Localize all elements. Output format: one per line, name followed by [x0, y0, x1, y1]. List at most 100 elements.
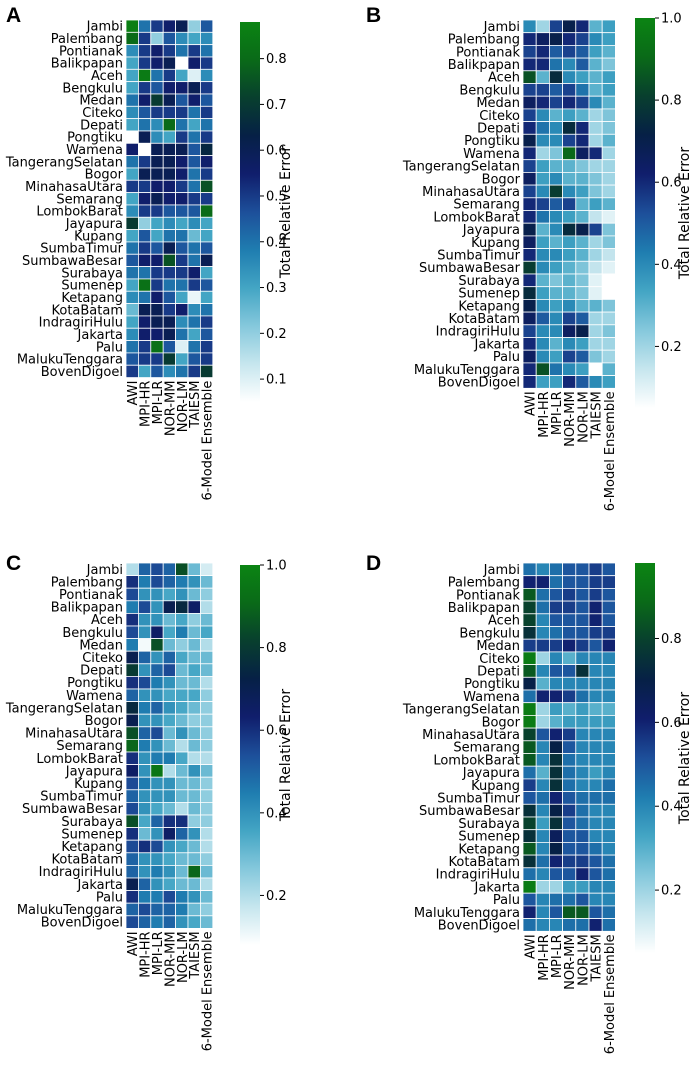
heatmap-cell — [137, 340, 152, 354]
heatmap-cell — [199, 852, 214, 866]
heatmap-cell — [187, 241, 201, 255]
x-tick-label: AWI — [524, 391, 539, 416]
heatmap-cell — [187, 327, 201, 341]
heatmap-cell — [150, 303, 164, 317]
heatmap-cell — [162, 650, 176, 665]
heatmap-cell — [162, 56, 176, 70]
y-tick-label: Citeko — [82, 651, 123, 666]
heatmap-cell — [575, 829, 590, 843]
heatmap-cell — [588, 905, 603, 920]
heatmap-cell — [150, 650, 164, 665]
heatmap-cell — [125, 587, 139, 602]
heatmap-cell — [175, 839, 189, 854]
y-tick-label: Wamena — [463, 690, 520, 705]
heatmap-cell — [187, 105, 201, 120]
heatmap-cell — [137, 638, 152, 652]
heatmap-cell — [175, 739, 189, 753]
y-tick-label: Pongtiku — [67, 676, 123, 691]
heatmap-cell — [575, 133, 590, 148]
heatmap-cell — [575, 626, 590, 640]
heatmap-cell — [588, 816, 603, 831]
heatmap-cell — [137, 764, 152, 778]
heatmap-cell — [175, 303, 189, 317]
heatmap-cell — [601, 248, 616, 262]
heatmap-cell — [137, 625, 152, 640]
y-tick-label: Palu — [493, 893, 520, 908]
heatmap-cell — [601, 324, 616, 338]
heatmap-cell — [125, 751, 139, 766]
y-tick-label: MinahasaUtara — [25, 727, 123, 742]
heatmap-cell — [562, 248, 577, 262]
heatmap-cell — [162, 751, 176, 766]
heatmap-cell — [549, 324, 564, 338]
heatmap-cell — [125, 802, 139, 816]
heatmap-cell — [535, 613, 550, 627]
heatmap-cell — [562, 184, 577, 199]
y-tick-label: SumbaTimur — [437, 791, 520, 806]
heatmap-cell — [187, 192, 201, 206]
y-tick-label: Bengkulu — [62, 626, 123, 641]
heatmap-cell — [575, 248, 590, 262]
heatmap-cell — [575, 816, 590, 831]
heatmap-cell — [522, 829, 537, 843]
heatmap-cell — [535, 286, 550, 300]
x-tick-label: MPI-LR — [151, 931, 166, 975]
heatmap-cell — [522, 337, 537, 351]
heatmap-cell — [588, 854, 603, 869]
heatmap-cell — [150, 142, 164, 157]
heatmap-cell — [562, 32, 577, 46]
heatmap-cell — [199, 352, 214, 366]
heatmap-cell — [137, 613, 152, 627]
heatmap-cell — [522, 575, 537, 589]
y-tick-label: Semarang — [453, 198, 520, 213]
heatmap-cell — [125, 327, 139, 341]
heatmap-cell — [137, 19, 152, 33]
heatmap-cell — [125, 167, 139, 181]
heatmap-cell — [588, 880, 603, 894]
heatmap-cell — [601, 298, 616, 313]
heatmap-cell — [522, 45, 537, 59]
heatmap-cell — [549, 108, 564, 123]
heatmap-cell — [187, 676, 201, 690]
heatmap-cell — [162, 915, 176, 929]
heatmap-cell — [175, 278, 189, 292]
heatmap-cell — [588, 83, 603, 97]
heatmap-cell — [150, 216, 164, 231]
y-tick-label: Jakarta — [474, 880, 520, 895]
colorbar-label: Total Relative Error — [677, 692, 692, 825]
heatmap-cell — [137, 776, 152, 791]
heatmap-cell — [562, 575, 577, 589]
heatmap-cell — [150, 253, 164, 268]
heatmap-cell — [162, 776, 176, 791]
heatmap-cell — [162, 726, 176, 740]
y-tick-label: Kupang — [74, 229, 123, 244]
heatmap-cell — [535, 298, 550, 313]
y-tick-label: Citeko — [82, 106, 123, 121]
heatmap-cell — [125, 663, 139, 677]
heatmap-cell — [601, 235, 616, 249]
heatmap-cell — [199, 253, 214, 268]
heatmap-panel-d: D JambiPalembangPontianakBalikpapanAcehBe… — [366, 552, 692, 1054]
heatmap-cell — [588, 753, 603, 767]
heatmap-cell — [162, 290, 176, 304]
heatmap-cell — [522, 740, 537, 754]
heatmap-cell — [162, 600, 176, 614]
heatmap-cell — [601, 626, 616, 640]
heatmap-cell — [199, 340, 214, 354]
heatmap-cell — [137, 802, 152, 816]
heatmap-cell — [199, 241, 214, 255]
heatmap-cell — [562, 375, 577, 389]
heatmap-cell — [601, 375, 616, 389]
x-tick-label: NOR-LM — [176, 381, 191, 433]
heatmap-cell — [588, 184, 603, 199]
heatmap-cell — [199, 562, 214, 577]
heatmap-cell — [162, 93, 176, 107]
heatmap-cell — [125, 278, 139, 292]
heatmap-cell — [522, 32, 537, 46]
heatmap-cell — [549, 159, 564, 173]
x-tick-label: MPI-HR — [537, 391, 552, 437]
heatmap-cell — [575, 854, 590, 869]
heatmap-cell — [535, 349, 550, 364]
y-tick-label: Citeko — [479, 109, 520, 124]
heatmap-cell — [575, 184, 590, 199]
